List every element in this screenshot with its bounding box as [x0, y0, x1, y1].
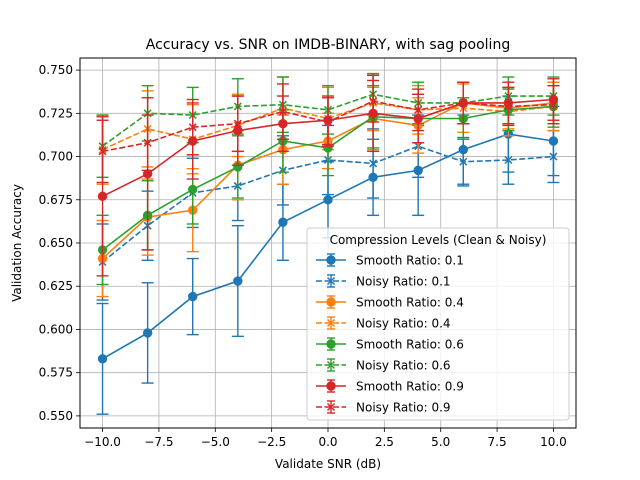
legend-swatch-marker: [326, 402, 336, 412]
x-marker-stroke: [188, 123, 197, 132]
data-point: [278, 217, 288, 227]
legend: Compression Levels (Clean & Noisy) Smoot…: [306, 227, 570, 421]
data-point: [97, 354, 108, 364]
legend-frame: [306, 227, 570, 421]
data-point: [369, 97, 378, 106]
data-point: [278, 107, 287, 116]
legend-swatch-marker: [326, 381, 336, 391]
x-tick-label: 5.0: [431, 435, 450, 449]
data-point: [459, 98, 468, 107]
legend-swatch-marker: [326, 276, 336, 286]
y-tick-label: 0.650: [39, 236, 73, 250]
legend-entry: Noisy Ratio: 0.4: [316, 316, 451, 331]
x-marker-stroke: [459, 157, 468, 166]
legend-label: Smooth Ratio: 0.9: [356, 380, 464, 394]
series-line: [102, 145, 554, 263]
y-tick-label: 0.550: [39, 409, 73, 423]
data-point: [414, 105, 423, 114]
x-marker-stroke: [549, 152, 558, 161]
legend-entry: Noisy Ratio: 0.1: [316, 274, 451, 289]
data-point: [188, 123, 197, 132]
x-marker-stroke: [143, 138, 152, 147]
data-point: [549, 100, 558, 109]
data-point: [504, 102, 513, 111]
x-marker-stroke: [369, 159, 378, 168]
y-tick-label: 0.575: [39, 366, 73, 380]
data-point: [188, 291, 198, 302]
x-axis-label: Validate SNR (dB): [275, 457, 381, 471]
x-marker-stroke: [233, 119, 242, 128]
legend-entry: Smooth Ratio: 0.6: [316, 337, 464, 352]
legend-title: Compression Levels (Clean & Noisy): [330, 233, 547, 247]
legend-entry: Noisy Ratio: 0.6: [316, 358, 451, 373]
x-marker-stroke: [549, 100, 558, 109]
legend-entry: Smooth Ratio: 0.1: [316, 253, 464, 268]
x-marker-stroke: [504, 102, 513, 111]
y-tick-label: 0.625: [39, 279, 73, 293]
legend-label: Noisy Ratio: 0.9: [356, 401, 451, 415]
legend-label: Smooth Ratio: 0.1: [356, 254, 464, 268]
data-point: [549, 152, 558, 161]
legend-label: Noisy Ratio: 0.6: [356, 359, 451, 373]
data-point: [233, 119, 242, 128]
legend-label: Noisy Ratio: 0.4: [356, 317, 451, 331]
y-tick-label: 0.750: [39, 63, 73, 77]
legend-label: Smooth Ratio: 0.4: [356, 296, 464, 310]
series-7: [96, 79, 560, 184]
data-point: [323, 195, 333, 205]
x-tick-label: 0.0: [318, 435, 337, 449]
legend-label: Noisy Ratio: 0.1: [356, 275, 451, 289]
legend-swatch-marker: [326, 255, 336, 265]
data-point: [98, 147, 107, 156]
x-marker-stroke: [326, 276, 336, 286]
x-marker-stroke: [98, 147, 107, 156]
data-point: [97, 191, 108, 202]
legend-swatch-marker: [326, 339, 336, 349]
y-tick-label: 0.600: [39, 322, 73, 336]
x-marker-stroke: [504, 155, 513, 165]
x-tick-label: −10.0: [84, 435, 121, 449]
legend-swatch-marker: [326, 360, 336, 370]
data-point: [369, 159, 378, 168]
legend-entry: Noisy Ratio: 0.9: [316, 400, 451, 415]
x-tick-label: −2.5: [257, 435, 286, 449]
x-marker-stroke: [369, 97, 378, 106]
data-point: [143, 138, 152, 147]
x-tick-label: 2.5: [375, 435, 394, 449]
series-line: [102, 102, 554, 151]
x-marker-stroke: [326, 360, 336, 370]
data-point: [188, 184, 198, 195]
series-line: [102, 93, 554, 147]
x-tick-label: 10.0: [540, 435, 567, 449]
legend-label: Smooth Ratio: 0.6: [356, 338, 464, 352]
data-point: [323, 117, 333, 127]
x-marker-stroke: [323, 117, 333, 127]
chart-title: Accuracy vs. SNR on IMDB-BINARY, with sa…: [146, 37, 510, 53]
data-point: [233, 276, 243, 286]
x-marker-stroke: [278, 107, 287, 116]
x-marker-stroke: [414, 105, 423, 114]
legend-swatch-marker: [326, 318, 336, 328]
legend-entries: Smooth Ratio: 0.1 Noisy Ratio: 0.1 Smooth …: [316, 253, 464, 415]
data-point: [142, 328, 153, 338]
data-point: [504, 155, 513, 165]
x-marker-stroke: [459, 98, 468, 107]
x-tick-label: −5.0: [201, 435, 230, 449]
tick-layer: −10.0 −7.5 −5.0 −2.5 0.0 2.5 5.0 7.5 10.0 0.550 0.…: [39, 63, 567, 449]
y-tick-label: 0.700: [39, 150, 73, 164]
data-point: [459, 157, 468, 166]
legend-swatch-marker: [326, 297, 336, 307]
legend-entry: Smooth Ratio: 0.4: [316, 295, 464, 310]
x-marker-stroke: [326, 402, 336, 412]
x-marker-stroke: [326, 318, 336, 328]
series-layer: [96, 72, 560, 415]
x-tick-label: −7.5: [144, 435, 173, 449]
y-tick-label: 0.725: [39, 106, 73, 120]
y-tick-label: 0.675: [39, 193, 73, 207]
x-tick-label: 7.5: [488, 435, 507, 449]
legend-entry: Smooth Ratio: 0.9: [316, 379, 464, 394]
y-axis-label: Validation Accuracy: [10, 184, 24, 302]
